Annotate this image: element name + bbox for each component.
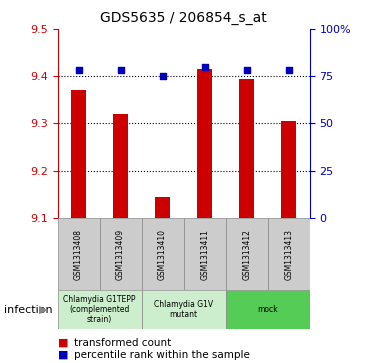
Text: Chlamydia G1V
mutant: Chlamydia G1V mutant <box>154 300 213 319</box>
Text: transformed count: transformed count <box>74 338 171 348</box>
Text: percentile rank within the sample: percentile rank within the sample <box>74 350 250 360</box>
Point <box>202 64 208 70</box>
Text: infection: infection <box>4 305 52 315</box>
Point <box>118 67 124 73</box>
Text: GSM1313412: GSM1313412 <box>242 229 251 280</box>
Text: ■: ■ <box>58 350 68 360</box>
Bar <box>58 290 142 329</box>
Bar <box>71 90 86 218</box>
Bar <box>113 114 128 218</box>
Bar <box>142 290 226 329</box>
Text: ▶: ▶ <box>39 305 47 315</box>
Bar <box>282 121 296 218</box>
Title: GDS5635 / 206854_s_at: GDS5635 / 206854_s_at <box>100 11 267 25</box>
Point <box>244 67 250 73</box>
Bar <box>268 218 310 290</box>
Point <box>160 73 165 79</box>
Point <box>286 67 292 73</box>
Text: GSM1313408: GSM1313408 <box>74 229 83 280</box>
Text: mock: mock <box>257 305 278 314</box>
Text: GSM1313413: GSM1313413 <box>284 229 293 280</box>
Text: ■: ■ <box>58 338 68 348</box>
Bar <box>99 218 142 290</box>
Bar <box>226 290 310 329</box>
Point <box>76 67 82 73</box>
Text: Chlamydia G1TEPP
(complemented
strain): Chlamydia G1TEPP (complemented strain) <box>63 294 136 325</box>
Text: GSM1313411: GSM1313411 <box>200 229 209 280</box>
Bar <box>155 197 170 218</box>
Bar <box>58 218 99 290</box>
Bar <box>184 218 226 290</box>
Bar <box>142 218 184 290</box>
Text: GSM1313409: GSM1313409 <box>116 229 125 280</box>
Bar <box>226 218 268 290</box>
Bar <box>197 69 212 218</box>
Text: GSM1313410: GSM1313410 <box>158 229 167 280</box>
Bar <box>239 79 254 218</box>
